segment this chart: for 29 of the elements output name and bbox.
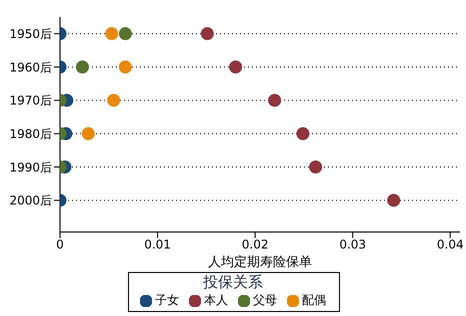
legend-title: 投保关系 — [202, 273, 264, 292]
y-tick-label: 1970后 — [9, 94, 52, 108]
point — [105, 27, 118, 40]
point — [229, 60, 242, 74]
x-tick-label: 0.02 — [242, 238, 268, 252]
y-tick-label: 1980后 — [9, 126, 52, 141]
x-tick-label: 0.03 — [339, 238, 366, 252]
point — [387, 194, 400, 207]
point — [309, 160, 322, 174]
x-tick-label: 0.01 — [144, 238, 171, 252]
y-tick-label: 2000后 — [9, 194, 52, 208]
point — [268, 94, 282, 107]
x-tick-label: 0.04 — [436, 238, 464, 252]
legend-label: 本人 — [203, 292, 228, 309]
legend-label: 配偶 — [301, 292, 326, 309]
point — [118, 60, 132, 74]
y-tick-label: 1990后 — [9, 160, 52, 174]
y-tick-label: 1960后 — [9, 60, 52, 74]
x-tick-label: 0 — [56, 238, 64, 252]
legend-label: 父母 — [252, 292, 277, 309]
point — [118, 27, 132, 40]
legend-label: 子女 — [154, 292, 179, 309]
x-axis-title: 人均定期寿险保单 — [208, 255, 312, 270]
y-tick-label: 1950后 — [9, 26, 52, 41]
point — [76, 60, 89, 74]
point — [107, 94, 120, 107]
point — [296, 127, 310, 140]
point — [82, 127, 95, 140]
point — [200, 27, 214, 40]
